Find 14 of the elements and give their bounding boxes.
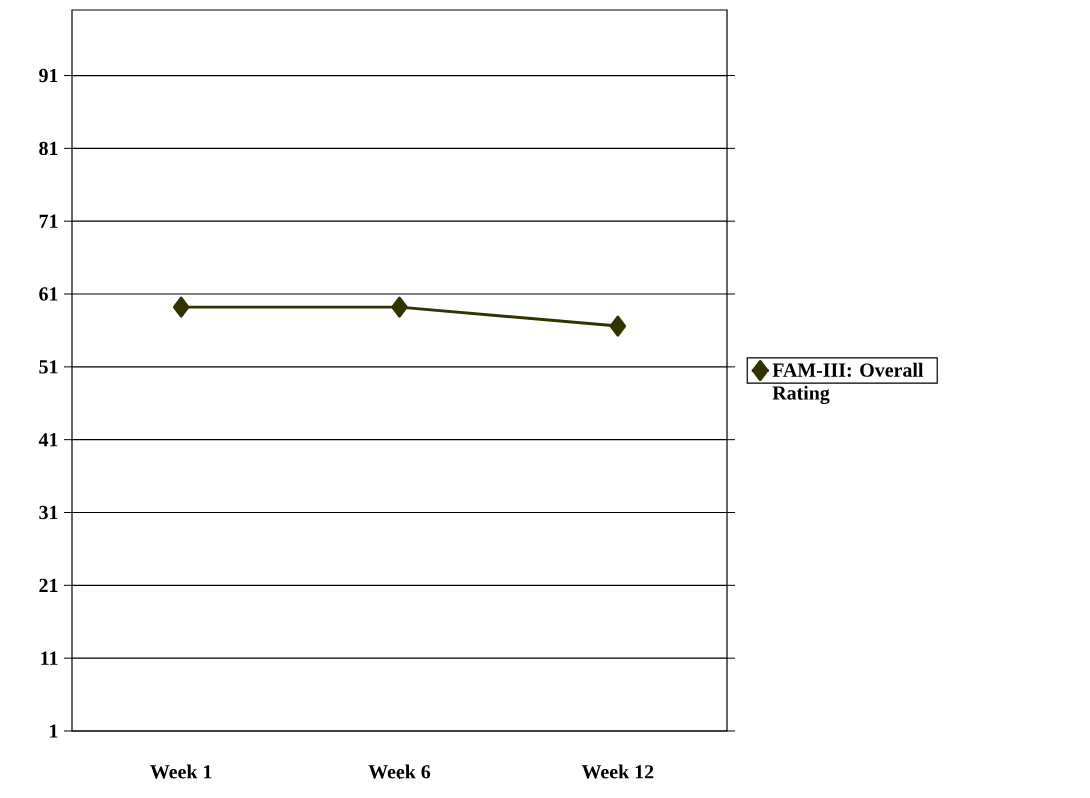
y-tick-label: 41	[38, 433, 58, 447]
y-tick-label: 61	[39, 287, 58, 301]
y-tick-label: 31	[39, 505, 58, 520]
y-tick-label: 1	[50, 724, 58, 738]
legend-label: FAM-III: Overall Rating	[772, 362, 924, 404]
y-tick-label: 21	[39, 578, 58, 592]
y-tick-label: 81	[39, 141, 58, 156]
x-tick-label: Week 12	[581, 764, 654, 779]
x-tick-label: Week 6	[368, 764, 431, 779]
y-tick-label: 11	[41, 651, 58, 665]
x-tick-label: Week 1	[150, 764, 212, 779]
y-tick-label: 51	[39, 360, 58, 374]
y-tick-label: 91	[39, 68, 58, 83]
y-tick-label: 71	[39, 214, 58, 228]
